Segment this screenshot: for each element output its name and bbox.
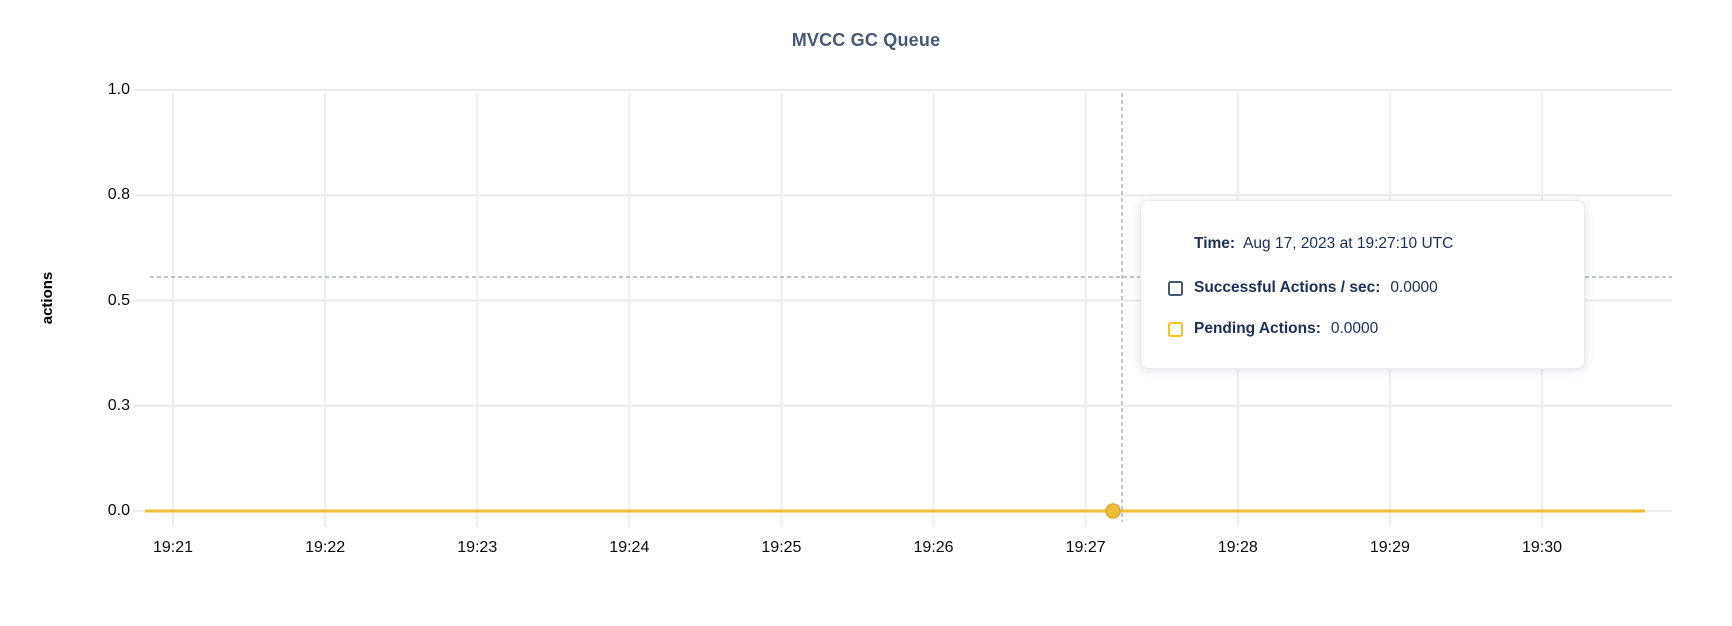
tooltip-time-value: Aug 17, 2023 at 19:27:10 UTC (1243, 235, 1454, 252)
chart-tooltip: Time: Aug 17, 2023 at 19:27:10 UTC Succe… (1140, 200, 1585, 369)
x-tick-label: 19:29 (1369, 539, 1410, 556)
x-tick-label: 19:26 (913, 539, 954, 556)
x-tick-label: 19:30 (1521, 539, 1562, 556)
tooltip-successful-actions-row: Successful Actions / sec: 0.0000 (1168, 277, 1438, 299)
x-tick-label: 19:25 (761, 539, 802, 556)
x-tick-label: 19:23 (457, 539, 498, 556)
y-tick-label: 0.8 (107, 186, 130, 204)
x-tick-label: 19:22 (305, 539, 346, 556)
successful-actions-value: 0.0000 (1390, 279, 1438, 296)
y-tick-label: 1.0 (107, 81, 130, 98)
pending-actions-value: 0.0000 (1330, 320, 1379, 337)
x-tick-label: 19:21 (152, 539, 194, 556)
pending-actions-label: Pending Actions: (1194, 320, 1321, 337)
chart-title: MVCC GC Queue (791, 30, 941, 50)
successful-actions-label: Successful Actions / sec: (1194, 279, 1381, 296)
x-tick-label: 19:24 (609, 539, 650, 556)
tooltip-time-row: Time: Aug 17, 2023 at 19:27:10 UTC (1194, 233, 1453, 255)
successful-actions-swatch-icon (1168, 280, 1183, 296)
y-tick-label: 0.5 (107, 291, 130, 309)
tooltip-time-label: Time: (1194, 235, 1236, 252)
x-tick-label: 19:28 (1217, 539, 1258, 556)
x-tick-label: 19:27 (1065, 539, 1106, 556)
hover-point-dot (1105, 503, 1121, 519)
tooltip-pending-actions-row: Pending Actions: 0.0000 (1168, 318, 1378, 340)
pending-actions-swatch-icon (1168, 321, 1183, 337)
y-tick-label: 0.0 (107, 502, 130, 519)
y-tick-label: 0.3 (107, 396, 130, 414)
